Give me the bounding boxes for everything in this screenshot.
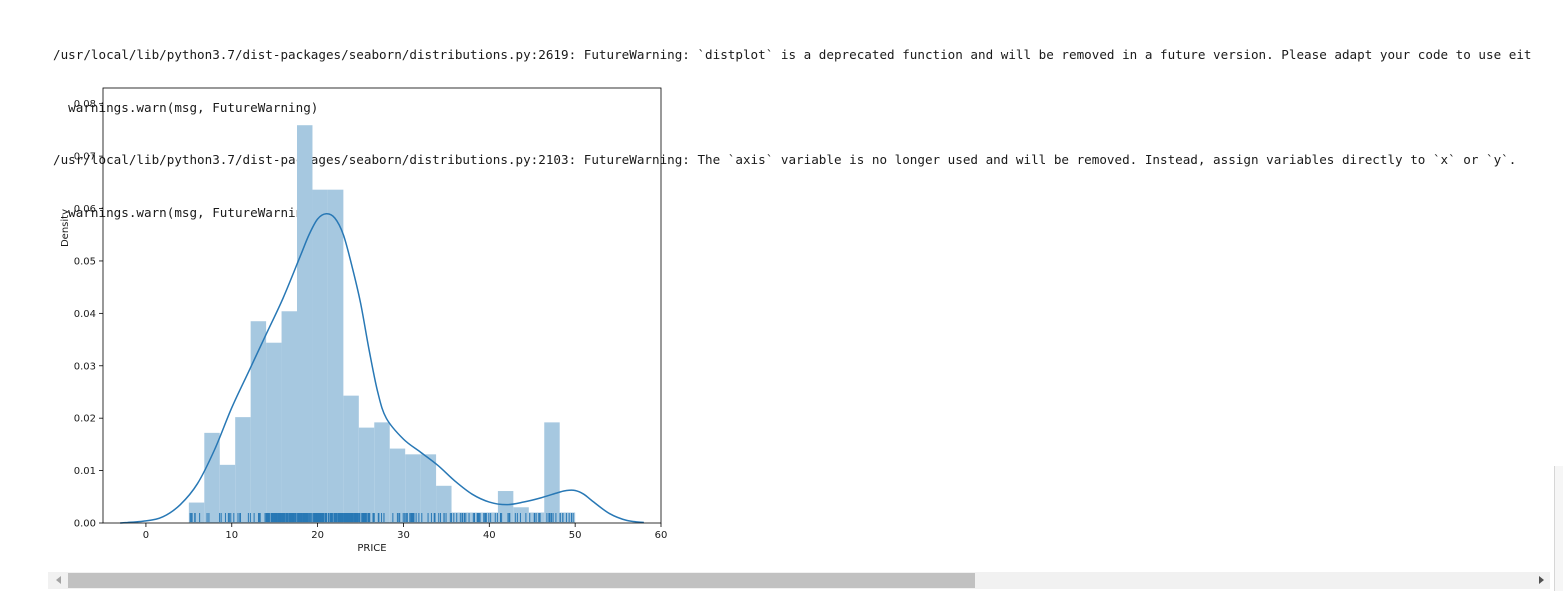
warning-line: /usr/local/lib/python3.7/dist-packages/s… — [53, 152, 1517, 167]
horizontal-scrollbar[interactable] — [48, 572, 1550, 589]
vertical-scrollbar[interactable] — [1554, 466, 1563, 591]
histogram-bar — [204, 432, 220, 523]
histogram-bar — [451, 512, 467, 523]
y-tick-label: 0.05 — [74, 256, 96, 267]
histogram-bar — [266, 342, 282, 523]
histogram-bar — [405, 454, 421, 523]
histogram-bar — [235, 417, 251, 523]
y-tick-label: 0.01 — [74, 466, 96, 477]
histogram-bar — [219, 464, 236, 523]
scroll-right-arrow-icon[interactable] — [1539, 576, 1544, 584]
x-tick-label: 30 — [397, 530, 410, 541]
histogram-bar — [374, 422, 390, 523]
histogram-bar — [312, 189, 328, 524]
warning-line: /usr/local/lib/python3.7/dist-packages/s… — [53, 47, 1532, 62]
histogram-bar — [343, 395, 359, 523]
y-tick-label: 0.03 — [74, 361, 96, 372]
histogram-bar — [544, 422, 560, 523]
y-tick-label: 0.04 — [74, 309, 96, 320]
output-warnings: /usr/local/lib/python3.7/dist-packages/s… — [53, 11, 1550, 239]
histogram-bar — [436, 485, 452, 523]
x-tick-label: 50 — [569, 530, 582, 541]
y-tick-label: 0.08 — [74, 99, 96, 110]
y-tick-label: 0.02 — [74, 414, 96, 425]
y-axis-label: Density — [60, 209, 71, 247]
histogram-bar — [297, 125, 313, 523]
histogram-bar — [358, 427, 375, 523]
histogram-bar — [389, 448, 406, 523]
histogram-bar — [327, 189, 344, 524]
histogram-bar — [188, 502, 205, 523]
histogram-bar — [420, 454, 437, 523]
x-tick-label: 60 — [655, 530, 668, 541]
kde-curve — [120, 213, 644, 524]
y-tick-label: 0.06 — [74, 204, 96, 215]
y-tick-label: 0.00 — [74, 519, 96, 530]
x-tick-label: 0 — [143, 530, 149, 541]
x-axis-label: PRICE — [357, 543, 386, 554]
axes-frame — [102, 87, 662, 524]
x-tick-label: 10 — [225, 530, 238, 541]
scrollbar-thumb[interactable] — [68, 573, 975, 588]
scroll-left-arrow-icon[interactable] — [56, 576, 61, 584]
warning-line: warnings.warn(msg, FutureWarning) — [53, 99, 319, 115]
x-tick-label: 20 — [311, 530, 324, 541]
histogram-bar — [250, 321, 267, 523]
histogram-bar — [281, 311, 298, 523]
histogram-bar — [559, 512, 576, 523]
distribution-plot: 0 10 20 30 40 50 60 0.00 0.01 0.02 0.03 0.04 0.05 0.0… — [60, 87, 668, 554]
x-tick-label: 40 — [483, 530, 496, 541]
y-tick-label: 0.07 — [74, 152, 96, 163]
